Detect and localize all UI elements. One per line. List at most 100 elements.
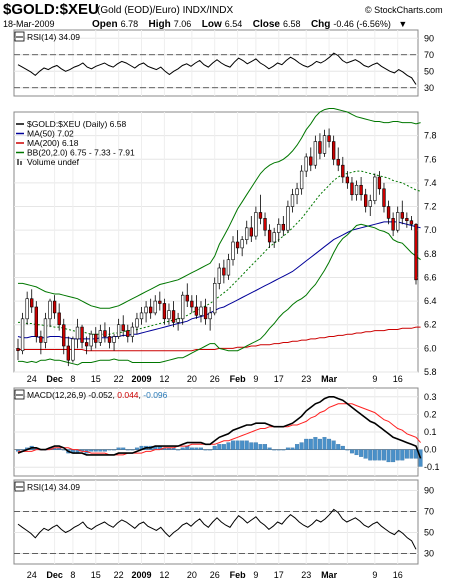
macd-title-part: -0.052 [86, 390, 113, 400]
candle-body [277, 223, 281, 233]
candle-body [153, 300, 157, 314]
macd-histogram-bar [404, 449, 409, 459]
candle-body [121, 324, 125, 331]
macd-histogram-bar [125, 449, 130, 451]
macd-title-part: , [139, 390, 144, 400]
x-axis-label-bottom: 8 [70, 570, 75, 580]
candle-body [226, 259, 231, 276]
candle-body [249, 227, 253, 237]
macd-histogram-bar [281, 449, 286, 451]
low-value: 6.54 [225, 19, 243, 29]
rsi-top-panel-tick-label: 50 [424, 66, 434, 76]
macd-histogram-bar [322, 437, 327, 450]
candle-body [62, 324, 66, 347]
candle-body [368, 200, 372, 207]
macd-histogram-bar [349, 449, 354, 454]
candle-body [66, 345, 70, 361]
candle-body [199, 306, 203, 316]
macd-histogram-bar [226, 442, 231, 450]
rsi-bottom-panel-rsi-line [17, 508, 417, 550]
x-axis-label-bottom: 23 [301, 570, 311, 580]
x-axis-label-bottom: Mar [321, 570, 338, 580]
candle-body [80, 326, 84, 343]
candle-body [139, 312, 144, 320]
x-axis-label: Mar [321, 374, 338, 384]
macd-histogram-bar [345, 449, 350, 451]
x-axis-label-bottom: 16 [393, 570, 403, 580]
macd-title-part: 0.044 [117, 390, 139, 400]
chart-header: $GOLD:$XEU (Gold (EOD)/Euro) INDX/INDX ©… [3, 1, 443, 31]
volume-legend-icon [20, 161, 22, 165]
candle-body [208, 312, 212, 320]
candle-body [98, 330, 103, 343]
candle-body [235, 241, 240, 249]
candle-body [94, 333, 98, 343]
x-axis-label: 9 [253, 374, 258, 384]
x-axis-label: 26 [210, 374, 220, 384]
candle-body [222, 267, 226, 276]
macd-panel-tick-label: -0.1 [424, 462, 440, 472]
macd-histogram-bar [313, 437, 318, 450]
macd-title-part: MACD(12,26,9) [27, 390, 86, 400]
price-panel: 7.8 7.6 7.4 7.2 7.0 6.8 6.6 6.4 6.2 6.0 5.8 $GOLD:$… [13, 108, 437, 377]
macd-histogram-bar [377, 449, 382, 461]
bb-upper-line [18, 108, 421, 309]
macd-histogram-bar [134, 447, 139, 450]
macd-histogram-bar [244, 440, 249, 450]
candle-body [130, 326, 135, 337]
rsi-bottom-panel-frame [13, 479, 419, 565]
x-axis-label: Feb [230, 374, 247, 384]
candle-body [382, 188, 386, 207]
macd-histogram-bar [336, 444, 341, 450]
x-axis-label-bottom: 9 [253, 570, 258, 580]
macd-histogram-bar [331, 440, 336, 450]
x-axis-label-bottom: 9 [372, 570, 377, 580]
x-axis-label: 17 [274, 374, 284, 384]
candle-body [25, 298, 29, 320]
candle-body [89, 333, 93, 347]
candle-body [194, 306, 199, 316]
candle-body [295, 188, 299, 196]
quote-line: Open 6.78 High 7.06 Low 6.54 Close 6.58 Chg -… [92, 14, 407, 31]
x-axis-label: 12 [159, 374, 169, 384]
x-axis-label: 23 [301, 374, 311, 384]
price-panel-tick-label: 6.8 [424, 249, 437, 259]
candle-body [217, 267, 221, 284]
macd-title-part: , [113, 390, 118, 400]
macd-histogram-bar [176, 449, 181, 451]
candle-body [16, 348, 20, 352]
macd-histogram-bar [354, 449, 359, 456]
candle-body [409, 220, 414, 225]
rsi-top-panel-frame [13, 29, 419, 97]
candle-body [309, 156, 313, 166]
candle-body [39, 336, 43, 343]
chg-label: Chg [311, 19, 330, 30]
rsi-top-panel-tick-label: 90 [424, 33, 434, 43]
candle-body [336, 158, 340, 166]
macd-histogram-bar [249, 442, 254, 450]
x-axis-label: 22 [114, 374, 124, 384]
candle-body [181, 294, 185, 320]
low-label: Low [202, 19, 222, 30]
macd-histogram-bar [290, 447, 295, 450]
candle-body [185, 294, 189, 302]
macd-histogram-bar [409, 449, 414, 459]
candle-body [267, 229, 272, 243]
candle-body [171, 310, 176, 323]
x-axis-label-bottom: 17 [274, 570, 284, 580]
macd-histogram-bar [276, 449, 281, 451]
price-panel-tick-label: 6.0 [424, 343, 437, 353]
macd-histogram-bar [121, 447, 126, 450]
macd-histogram-bar [112, 449, 117, 451]
macd-histogram-bar [285, 447, 290, 450]
macd-line [17, 395, 422, 459]
candle-body [322, 135, 327, 154]
x-axis-label: 24 [27, 374, 37, 384]
candle-body [48, 300, 52, 320]
macd-histogram-bar [203, 449, 208, 451]
macd-histogram-bar [308, 438, 313, 450]
candle-body [34, 306, 38, 337]
x-axis-label-bottom: 15 [91, 570, 101, 580]
macd-histogram-bar [368, 449, 373, 461]
